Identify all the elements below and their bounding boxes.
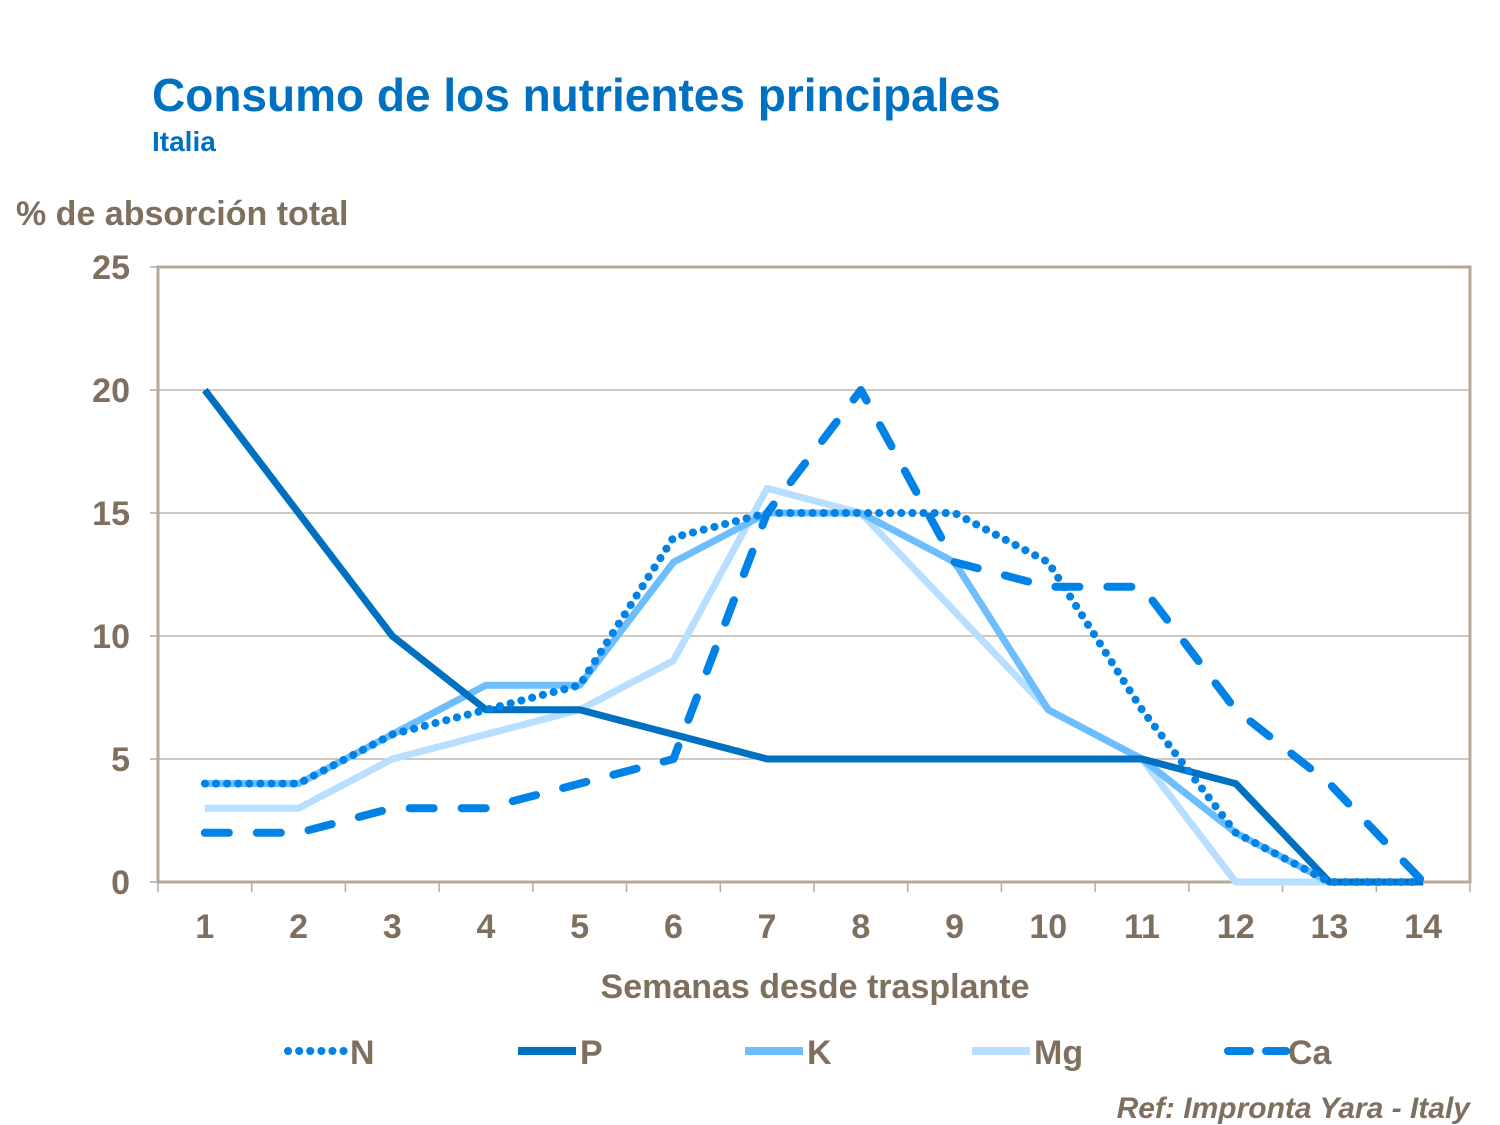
x-tick-label: 1 (195, 908, 214, 946)
plot-area-border (156, 265, 1472, 884)
x-axis-label: Semanas desde trasplante (600, 968, 1030, 1006)
chart-title: Consumo de los nutrientes principales (152, 69, 1001, 121)
x-tick-label: 11 (1124, 908, 1160, 946)
y-tick-label: 15 (92, 495, 130, 533)
source-reference: Ref: Impronta Yara - Italy (1116, 1092, 1470, 1125)
y-tick-label: 0 (111, 864, 130, 902)
y-tick-label: 5 (111, 741, 130, 779)
legend-label-p: P (580, 1034, 603, 1072)
legend-label-ca: Ca (1288, 1034, 1333, 1072)
legend-label-n: N (350, 1034, 375, 1072)
x-tick-label: 7 (758, 908, 777, 946)
chart-subtitle: Italia (152, 126, 216, 157)
x-tick-label: 10 (1029, 908, 1067, 946)
x-tick-label: 12 (1217, 908, 1255, 946)
x-tick-label: 6 (664, 908, 683, 946)
x-tick-label: 5 (570, 908, 589, 946)
x-tick-label: 9 (945, 908, 964, 946)
series-line-n (200, 509, 1428, 886)
x-tick-label: 14 (1404, 908, 1442, 946)
x-tick-label: 3 (383, 908, 402, 946)
series-line-mg (204, 484, 1424, 886)
y-axis-label: % de absorción total (16, 195, 349, 233)
series-line-k (204, 509, 1424, 886)
y-tick-label: 25 (92, 249, 130, 287)
legend-label-k: K (807, 1034, 832, 1072)
series-line-ca (200, 386, 1428, 886)
x-tick-label: 8 (851, 908, 870, 946)
legend-label-mg: Mg (1034, 1034, 1083, 1072)
y-tick-label: 20 (92, 372, 130, 410)
x-tick-label: 13 (1311, 908, 1349, 946)
y-tick-label: 10 (92, 618, 130, 656)
series-line-p (202, 387, 1424, 886)
x-tick-label: 2 (289, 908, 308, 946)
x-tick-label: 4 (477, 908, 496, 946)
